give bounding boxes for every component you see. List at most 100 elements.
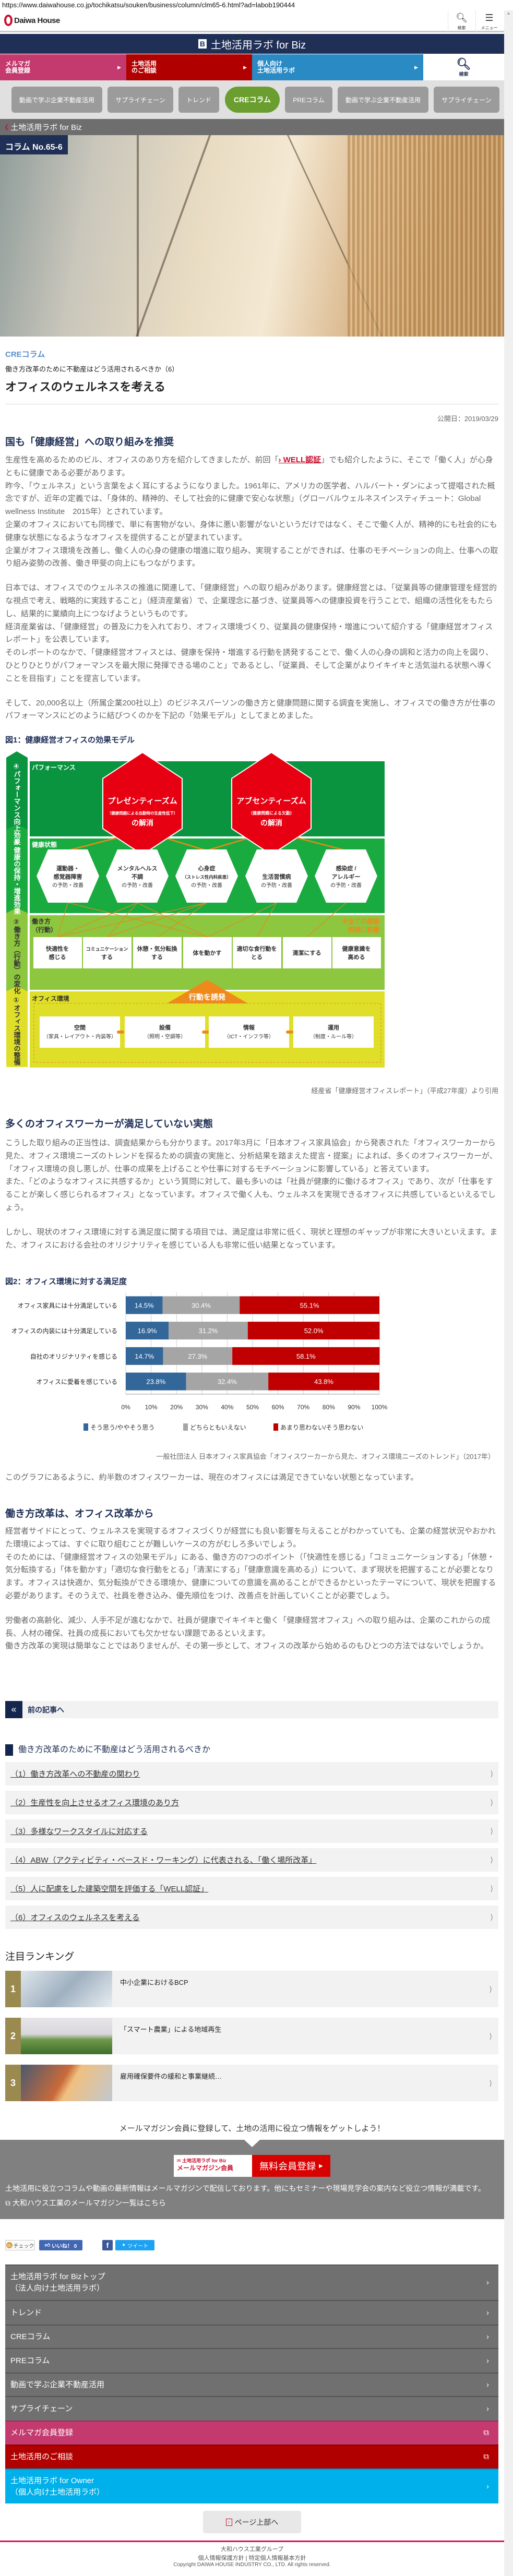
rank-number: 3 <box>5 2065 21 2101</box>
chevron-right-icon: › <box>486 2332 489 2341</box>
ranking-item[interactable]: 3 雇用確保要件の緩和と事業継続… ⟩ <box>5 2065 498 2101</box>
page-top-button[interactable]: ↑ ページ上部へ <box>203 2511 301 2533</box>
mailmag-list-link[interactable]: ⧉ 大和ハウス工業のメールマガジン一覧はこちら <box>5 2198 166 2208</box>
header-search-button[interactable]: 🔍︎ 検索 <box>448 10 475 32</box>
office-box: 設備 （照明・空調等） <box>125 1016 209 1048</box>
nav-personal-lab[interactable]: 個人向け 土地活用ラボ ▶ <box>252 54 423 80</box>
nav-label: サプライチェーン <box>10 2404 73 2413</box>
workstyle-box: 休憩・気分転換する <box>133 937 182 968</box>
mailmag-signup-banner[interactable]: ✉ 土地活用ラボ for Biz メールマガジン会員 無料会員登録 ▶ <box>174 2155 330 2177</box>
footer-nav-trend[interactable]: トレンド › <box>5 2300 498 2325</box>
hex-label: 生活習慣病 <box>263 873 291 880</box>
paragraph: このグラフにあるように、約半数のオフィスワーカーは、現在のオフィスには満足できて… <box>5 1473 419 1482</box>
series-item[interactable]: （1）働き方改革への不動産の関わり ⟩ <box>5 1762 498 1786</box>
ranking-item[interactable]: 2 「スマート農業」による地域再生 ⟩ <box>5 2018 498 2054</box>
nav-label: メルマガ <box>5 60 31 67</box>
scroll-up-arrow-icon[interactable]: ▲ <box>506 10 511 16</box>
facebook-like-button[interactable]: 👍︎ いいね！ 0 <box>39 2240 82 2250</box>
ranking-title: 中小企業におけるBCP <box>120 1979 188 1986</box>
category-label[interactable]: CREコラム <box>5 350 45 359</box>
footer-nav-biz-top[interactable]: 土地活用ラボ for Bizトップ （法人向け土地活用ラボ） › <box>5 2265 498 2300</box>
office-dashed-frame <box>33 1003 381 1063</box>
footer-nav-mailmag[interactable]: メルマガ会員登録 ⧉ <box>5 2421 498 2445</box>
series-item[interactable]: （6）オフィスのウェルネスを考える ⟩ <box>5 1906 498 1929</box>
privacy-policy-link[interactable]: 個人情報保護方針 <box>198 2555 244 2561</box>
tab-cre-column[interactable]: CREコラム <box>225 87 280 113</box>
nav-label: 土地活用ラボ for Owner <box>10 2476 94 2485</box>
x-tick-label: 90% <box>348 1404 360 1411</box>
facebook-share-button[interactable]: f <box>102 2240 113 2250</box>
specific-privacy-link[interactable]: 特定個人情報基本方針 <box>248 2555 306 2561</box>
logo-text: Daiwa House <box>14 16 60 25</box>
x-tick-label: 100% <box>372 1404 388 1411</box>
breadcrumb[interactable]: ❮ 土地活用ラボ for Biz <box>0 119 504 135</box>
well-link[interactable]: › WELL認証 <box>278 456 321 464</box>
series-item[interactable]: （5）人に配慮をした建築空間を評価する「WELL認証」 ⟩ <box>5 1877 498 1900</box>
footer-nav-consultation[interactable]: 土地活用のご相談 ⧉ <box>5 2445 498 2469</box>
tab-video[interactable]: 動画で学ぶ企業不動産活用 <box>11 87 102 113</box>
paragraph: 経営者サイドにとって、ウェルネスを実現するオフィスづくりが経営にも良い影響を与え… <box>5 1527 496 1549</box>
site-banner[interactable]: B 土地活用ラボ for Biz <box>0 34 504 54</box>
series-item[interactable]: （2）生産性を向上させるオフィス環境のあり方 ⟩ <box>5 1791 498 1814</box>
paragraph: 日本では、オフィスでのウェルネスの推進に関連して、「健康経営」への取り組みがあり… <box>5 583 497 618</box>
mixi-check-button[interactable]: m チェック <box>5 2240 35 2250</box>
layer-label: パフォーマンス <box>32 764 76 771</box>
series-item-link[interactable]: （3）多様なワークスタイルに対応する <box>10 1827 148 1836</box>
header-menu-button[interactable]: ☰ メニュー <box>475 10 503 32</box>
nav-label: のご相談 <box>132 67 157 74</box>
category-label: オフィスに愛着を感じている <box>36 1378 117 1386</box>
nav-consultation[interactable]: 土地活用 のご相談 ▶ <box>126 54 252 80</box>
workstyle-box: コミュニケーションする <box>83 937 132 968</box>
tab-trend[interactable]: トレンド <box>178 87 219 113</box>
paragraph: また、「どのようなオフィスに共感するか」という質問に対して、最も多いのは「社員が… <box>5 1177 496 1212</box>
series-item-link[interactable]: （1）働き方改革への不動産の関わり <box>10 1770 140 1779</box>
series-item-link[interactable]: （2）生産性を向上させるオフィス環境のあり方 <box>10 1799 180 1807</box>
box-label: 設備 <box>159 1024 171 1031</box>
figure-1-title: 図1：健康経営オフィスの効果モデル <box>5 736 135 745</box>
ranking-item[interactable]: 1 中小企業におけるBCP ⟩ <box>5 1971 498 2007</box>
search-label: 検索 <box>457 26 466 30</box>
tweet-button[interactable]: ✦ ツイート <box>115 2240 154 2250</box>
share-label: チェック <box>13 2243 34 2249</box>
chevron-right-icon: › <box>486 2356 489 2365</box>
free-signup-button[interactable]: 無料会員登録 ▶ <box>252 2155 330 2177</box>
group-link[interactable]: 大和ハウス工業グループ <box>220 2546 284 2553</box>
stage-3-bar <box>6 824 28 913</box>
tab-pre-column[interactable]: PREコラム <box>285 87 332 113</box>
address-bar-url[interactable]: https://www.daiwahouse.co.jp/tochikatsu/… <box>2 1 295 9</box>
nav-mailmag-signup[interactable]: メルマガ 会員登録 ▶ <box>0 54 126 80</box>
trigger-label: 行動を誘発 <box>188 993 226 1001</box>
series-subtitle: 働き方改革のために不動産はどう活用されるべきか（6） <box>5 365 179 373</box>
footer-nav-video[interactable]: 動画で学ぶ企業不動産活用 › <box>5 2373 498 2396</box>
category-label: オフィスの内装には十分満足している <box>11 1327 117 1335</box>
nav-label: トレンド <box>10 2308 42 2317</box>
hex-sub: （健康問題による出勤時の生産性低下） <box>108 810 178 816</box>
series-item-link[interactable]: （5）人に配慮をした建築空間を評価する「WELL認証」 <box>10 1885 209 1894</box>
series-item-link[interactable]: （6）オフィスのウェルネスを考える <box>10 1913 140 1922</box>
footer-nav-pre[interactable]: PREコラム › <box>5 2348 498 2373</box>
series-item[interactable]: （4）ABW（アクティビティ・ベースド・ワーキング）に代表される、「働く場所改革… <box>5 1848 498 1872</box>
daiwa-house-logo[interactable]: Daiwa House <box>4 15 60 26</box>
office-box: 空間 （家具・レイアウト・内装等） <box>40 1016 124 1048</box>
note-text: ※全ての健康 <box>342 917 380 925</box>
tab-video[interactable]: 動画で学ぶ企業不動産活用 <box>338 87 428 113</box>
tab-supply-chain[interactable]: サプライチェーン <box>108 87 173 113</box>
workstyle-box: 快適性を感じる <box>33 937 82 968</box>
data-label: 32.4% <box>218 1378 237 1386</box>
hex-tail: の解消 <box>260 819 282 827</box>
footer-nav-supply-chain[interactable]: サプライチェーン › <box>5 2396 498 2421</box>
search-icon: 🔍︎ <box>456 13 468 23</box>
series-heading: 働き方改革のために不動産はどう活用されるべきか <box>5 1744 210 1756</box>
box-label: 運用 <box>328 1024 339 1031</box>
footer-nav-owner-lab[interactable]: 土地活用ラボ for Owner （個人向け土地活用ラボ） › <box>5 2469 498 2503</box>
series-item[interactable]: （3）多様なワークスタイルに対応する ⟩ <box>5 1819 498 1843</box>
footer-nav-cre[interactable]: CREコラム › <box>5 2325 498 2348</box>
tab-supply-chain[interactable]: サプライチェーン <box>434 87 499 113</box>
series-item-link[interactable]: （4）ABW（アクティビティ・ベースド・ワーキング）に代表される、「働く場所改革… <box>10 1856 317 1865</box>
nav-search-button[interactable]: 🔍︎ 検索 <box>423 54 504 80</box>
stage-4-bar <box>6 751 28 830</box>
legend-label: どちらともいえない <box>190 1424 246 1431</box>
nav-label: 動画で学ぶ企業不動産活用 <box>10 2380 105 2389</box>
prev-article-button[interactable]: « 前の記事へ <box>5 1701 498 1718</box>
page-scrollbar[interactable]: ▲ <box>504 10 513 2576</box>
